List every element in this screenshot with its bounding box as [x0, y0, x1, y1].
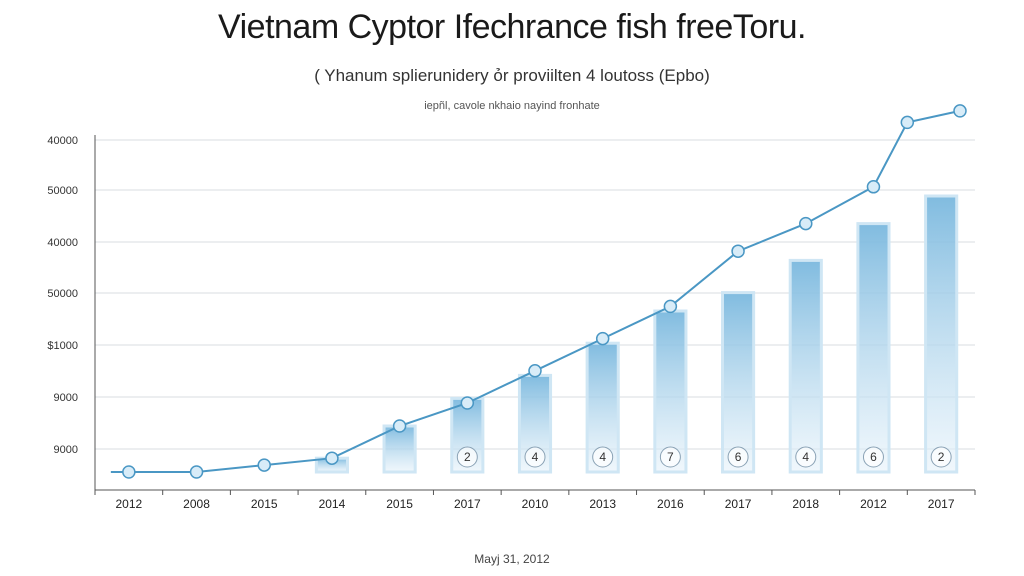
y-tick-label: 9000: [54, 392, 78, 404]
value-bubble-label: 4: [802, 450, 809, 464]
x-tick-label: 2015: [386, 497, 413, 511]
bar: [382, 424, 417, 474]
x-tick-label: 2010: [522, 497, 549, 511]
y-tick-label: 40000: [47, 135, 78, 147]
bar: [721, 291, 756, 474]
value-bubble-label: 4: [599, 450, 606, 464]
series-point: [460, 396, 475, 410]
chart-footer-caption: Mayj 31, 2012: [474, 552, 550, 566]
series-point: [122, 465, 136, 479]
x-tick-label: 2017: [928, 497, 955, 511]
chart-note: iepñl, cavole nkhaio nayind fronhate: [424, 100, 600, 112]
value-bubble-label: 2: [938, 450, 945, 464]
bar: [788, 258, 823, 474]
series-point: [595, 331, 610, 346]
value-bubble: [862, 446, 884, 468]
bar-layer: [314, 194, 959, 474]
x-tick-label: 2008: [183, 497, 210, 511]
bar: [653, 309, 688, 474]
chart-title: Vietnam Cyptor Ifechrance fish freeToru.: [218, 8, 806, 46]
value-bubble: [795, 446, 817, 468]
value-bubble-label: 6: [735, 450, 742, 464]
y-tick-label: $1000: [47, 340, 78, 352]
series-point: [731, 244, 745, 258]
value-bubble: [524, 446, 546, 468]
series-point: [953, 104, 967, 118]
x-tick-label: 2018: [792, 497, 819, 511]
x-tick-label: 2017: [454, 497, 481, 511]
value-bubble: [930, 446, 952, 468]
series-point: [528, 364, 542, 378]
x-tick-label: 2015: [251, 497, 278, 511]
x-tick-label: 2012: [860, 497, 887, 511]
bar: [924, 194, 959, 474]
series-point: [799, 216, 813, 231]
bar: [856, 222, 891, 474]
value-bubble-label: 7: [667, 450, 674, 464]
value-bubble: [727, 446, 749, 468]
bubble-layer: 2 4 4 7 6 4 6 2: [456, 446, 952, 468]
value-bubble-label: 6: [870, 450, 877, 464]
value-bubble: [456, 446, 478, 468]
series-point: [392, 419, 407, 433]
series-point: [663, 299, 678, 314]
axis-layer: 40000 50000 40000 50000 $1000 9000 9000 2012 200…: [47, 135, 976, 511]
value-bubble: [592, 446, 614, 468]
y-tick-label: 40000: [47, 237, 78, 249]
series-point: [900, 115, 915, 130]
x-tick-label: 2014: [319, 497, 346, 511]
value-bubble-label: 2: [464, 450, 471, 464]
series-point: [325, 451, 339, 465]
y-tick-label: 50000: [47, 288, 78, 300]
series-point: [257, 458, 271, 472]
y-tick-label: 50000: [47, 185, 78, 197]
y-tick-label: 9000: [54, 444, 78, 456]
value-bubble-label: 4: [532, 450, 539, 464]
x-tick-label: 2013: [589, 497, 616, 511]
x-tick-label: 2017: [725, 497, 752, 511]
line-layer: [110, 104, 967, 479]
value-bubble: [659, 446, 681, 468]
series-point: [189, 465, 204, 479]
chart-subtitle: ( Yhanum splierunidery ỏr proviilten 4 l…: [314, 66, 710, 85]
x-tick-label: 2012: [115, 497, 142, 511]
series-point: [866, 180, 881, 194]
x-tick-label: 2016: [657, 497, 684, 511]
